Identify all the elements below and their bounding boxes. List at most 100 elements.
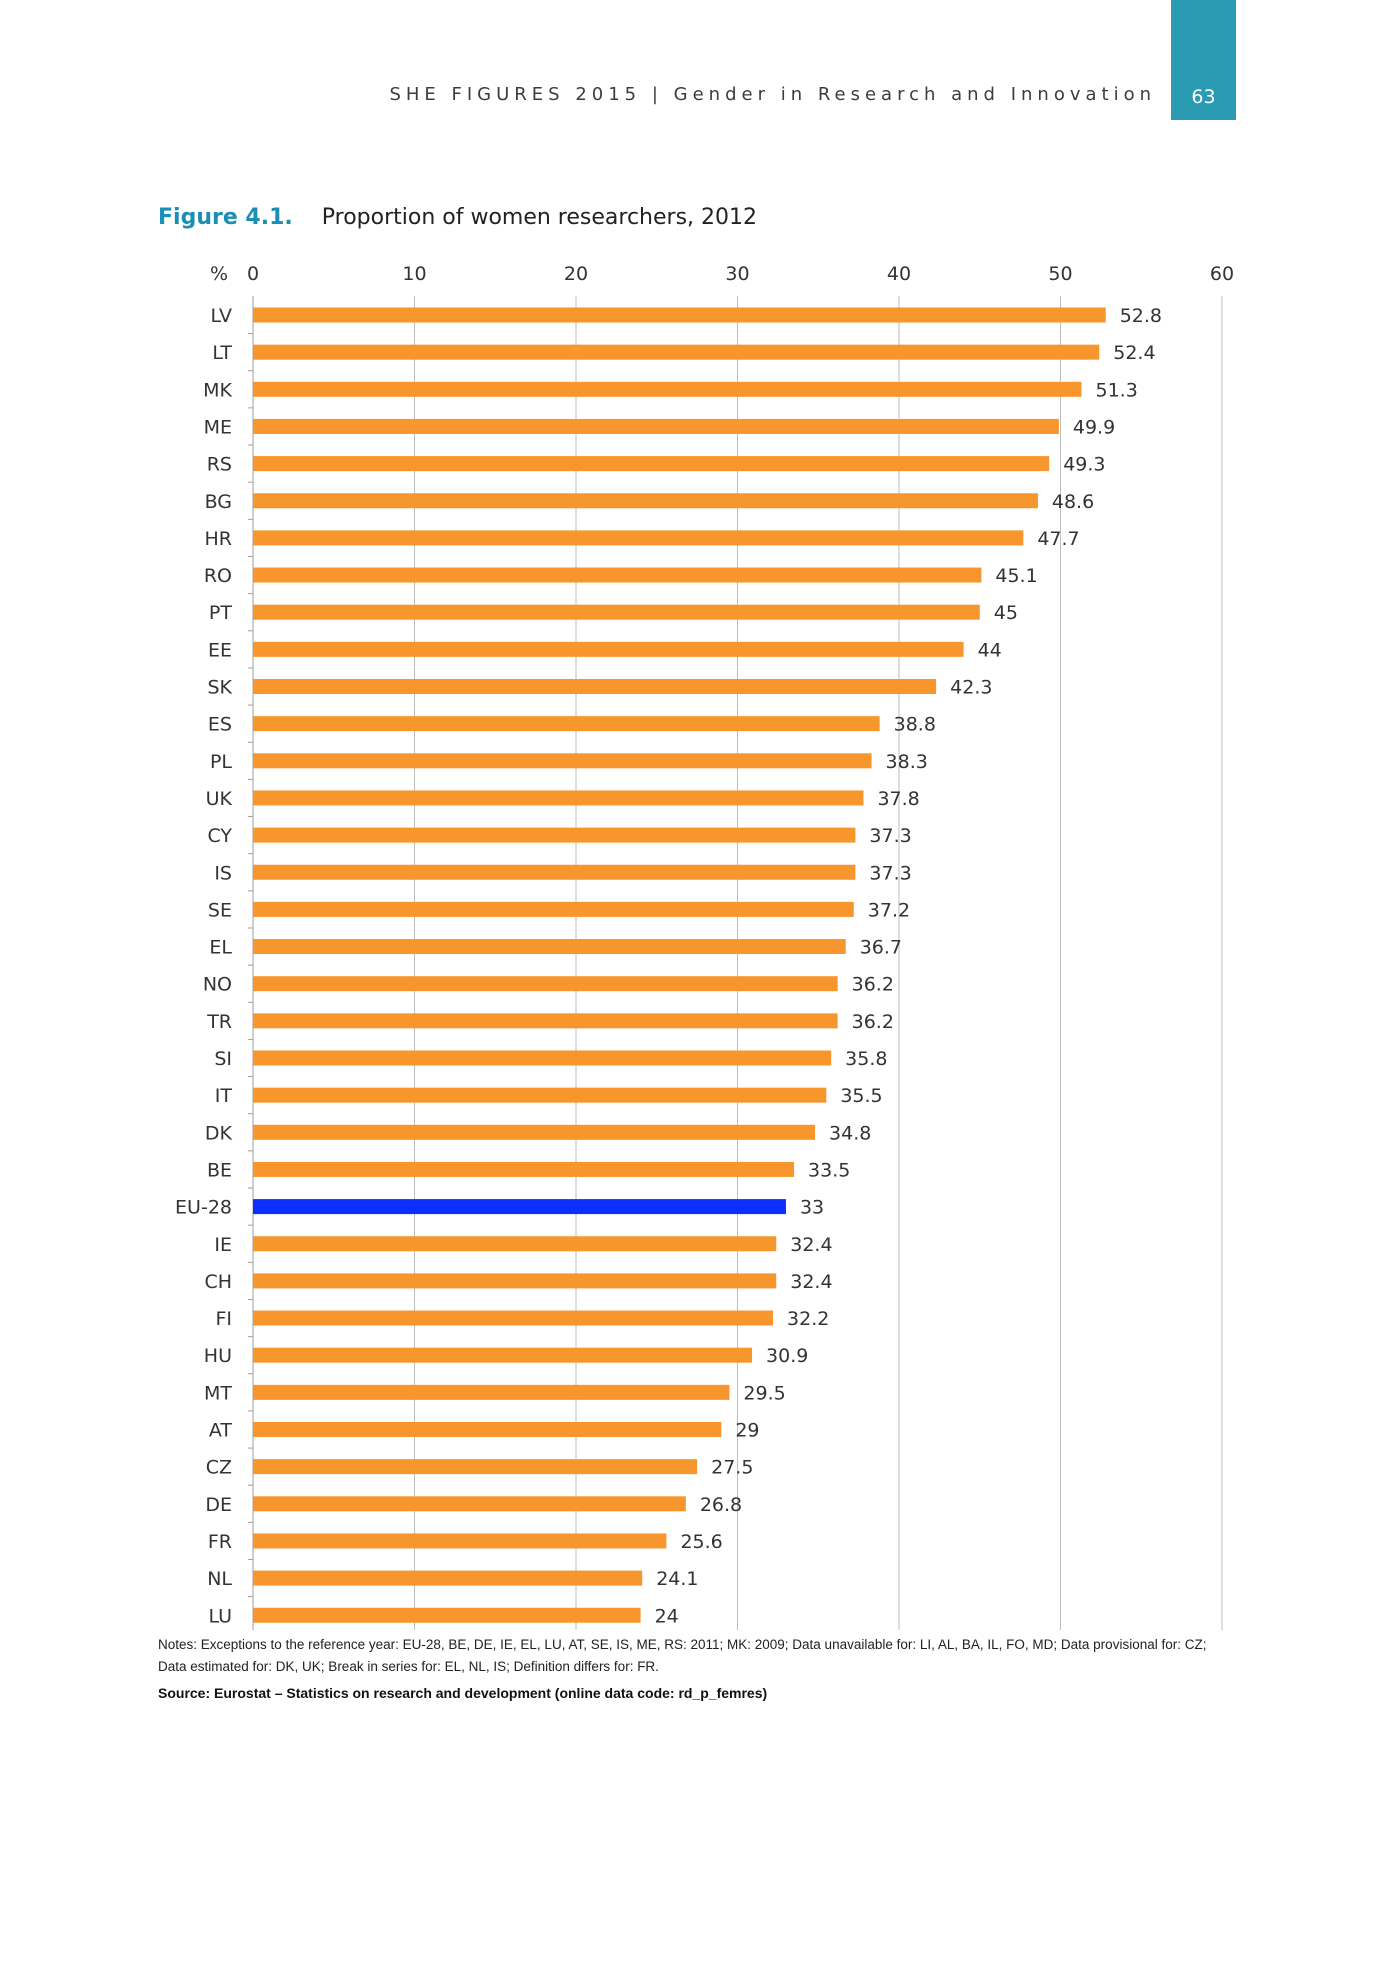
x-tick-label: 20	[564, 263, 588, 285]
figure-title: Figure 4.1. Proportion of women research…	[158, 205, 757, 230]
value-label: 27.5	[711, 1457, 753, 1479]
category-label: DK	[205, 1122, 233, 1144]
category-label: CH	[204, 1271, 232, 1293]
bar	[253, 1124, 816, 1140]
value-label: 32.4	[790, 1234, 832, 1256]
value-label: 52.4	[1113, 342, 1155, 364]
bar	[253, 530, 1024, 546]
x-tick-label: 30	[725, 263, 749, 285]
category-label: LT	[212, 342, 232, 364]
value-label: 26.8	[700, 1494, 742, 1516]
page-number-tab: 63	[1171, 0, 1236, 120]
category-label: BE	[207, 1159, 232, 1181]
bar	[253, 790, 864, 806]
category-label: TR	[206, 1011, 232, 1033]
bar	[253, 344, 1100, 360]
value-label: 29	[735, 1420, 759, 1442]
value-label: 49.3	[1063, 454, 1105, 476]
bar	[253, 641, 964, 657]
value-label: 33.5	[808, 1159, 850, 1181]
bar	[253, 1533, 667, 1549]
category-label: LV	[211, 305, 233, 327]
value-label: 32.2	[787, 1308, 829, 1330]
value-label: 36.7	[860, 937, 902, 959]
bar	[253, 418, 1059, 434]
value-label: 32.4	[790, 1271, 832, 1293]
bar	[253, 1607, 641, 1623]
category-label: NL	[207, 1568, 232, 1590]
bar	[253, 976, 838, 992]
bar	[253, 1384, 730, 1400]
category-label: SI	[214, 1048, 232, 1070]
bar	[253, 939, 846, 955]
bar	[253, 753, 872, 769]
x-tick-label: 60	[1210, 263, 1234, 285]
value-label: 45	[994, 602, 1018, 624]
category-label: SK	[207, 677, 232, 699]
bar-chart: 0 10 20 30 40 50 60% LV 52.8 LT 52.4 MK 51.3 ME 49.9 RS…	[175, 263, 1234, 1630]
value-label: 37.8	[877, 788, 919, 810]
figure-caption: Proportion of women researchers, 2012	[321, 205, 758, 230]
category-label: IS	[214, 862, 232, 884]
value-label: 38.8	[894, 714, 936, 736]
bar	[253, 604, 980, 620]
category-label: CY	[207, 825, 232, 847]
category-label: MK	[203, 379, 232, 401]
value-label: 37.3	[869, 862, 911, 884]
bar	[253, 1459, 698, 1475]
value-label: 24	[655, 1605, 679, 1627]
value-label: 48.6	[1052, 491, 1094, 513]
category-label: RO	[204, 565, 232, 587]
category-label: MT	[204, 1382, 232, 1404]
category-label: NO	[203, 974, 232, 996]
figure-notes: Notes: Exceptions to the reference year:…	[158, 1637, 1207, 1674]
category-label: BG	[205, 491, 232, 513]
category-label: UK	[206, 788, 233, 810]
category-label: AT	[209, 1420, 233, 1442]
bar	[253, 1050, 832, 1066]
bar	[253, 381, 1082, 397]
value-label: 24.1	[656, 1568, 698, 1590]
bar	[253, 901, 854, 917]
unit-label: %	[210, 263, 228, 285]
bar	[253, 567, 982, 583]
bar	[253, 679, 937, 694]
value-label: 35.5	[840, 1085, 882, 1107]
value-label: 33	[800, 1197, 824, 1219]
category-label: IT	[215, 1085, 233, 1107]
value-label: 25.6	[680, 1531, 722, 1553]
category-label: DE	[205, 1494, 232, 1516]
bar	[253, 1273, 777, 1289]
category-label: ME	[204, 416, 232, 438]
bar	[253, 1236, 777, 1252]
category-label: EE	[208, 639, 232, 661]
value-label: 47.7	[1037, 528, 1079, 550]
category-label: EU-28	[175, 1197, 232, 1219]
bar	[253, 493, 1038, 509]
bar	[253, 1310, 774, 1326]
value-label: 30.9	[766, 1345, 808, 1367]
running-title: SHE FIGURES 2015 | Gender in Research an…	[389, 84, 1156, 105]
bar	[253, 1199, 786, 1215]
value-label: 36.2	[852, 974, 894, 996]
bar	[253, 827, 856, 843]
category-label: RS	[207, 454, 232, 476]
bar	[253, 864, 856, 880]
bar	[253, 1161, 795, 1177]
value-label: 29.5	[743, 1382, 785, 1404]
figure-source: Source: Eurostat – Statistics on researc…	[158, 1685, 768, 1701]
x-tick-label: 10	[402, 263, 426, 285]
bar	[253, 307, 1106, 323]
value-label: 51.3	[1095, 379, 1137, 401]
bar	[253, 1570, 643, 1586]
x-tick-label: 0	[247, 263, 259, 285]
value-label: 34.8	[829, 1122, 871, 1144]
value-label: 45.1	[995, 565, 1037, 587]
value-label: 37.3	[869, 825, 911, 847]
bar	[253, 456, 1050, 472]
value-label: 37.2	[868, 899, 910, 921]
x-tick-label: 40	[887, 263, 911, 285]
value-label: 42.3	[950, 677, 992, 699]
value-label: 49.9	[1073, 416, 1115, 438]
category-label: FR	[208, 1531, 232, 1553]
